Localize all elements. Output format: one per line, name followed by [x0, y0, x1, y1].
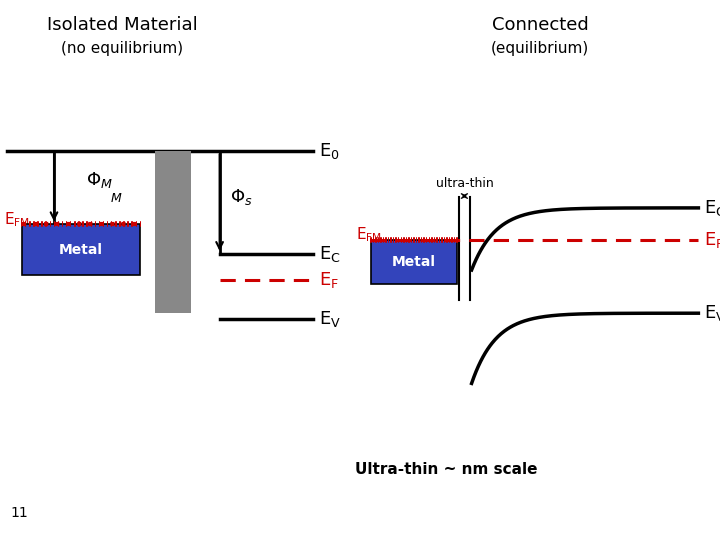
Text: $\mathrm{E_F}$: $\mathrm{E_F}$	[319, 269, 339, 290]
Text: $\Phi_M$: $\Phi_M$	[86, 170, 113, 190]
Text: $\mathrm{E_{FM}}$: $\mathrm{E_{FM}}$	[356, 226, 382, 244]
Text: $\mathrm{E_C}$: $\mathrm{E_C}$	[704, 198, 720, 218]
Bar	[155, 151, 191, 313]
Text: $\Phi_s$: $\Phi_s$	[230, 187, 253, 207]
Text: ultra-thin: ultra-thin	[436, 177, 493, 190]
Text: $\mathrm{E_{FM}}$: $\mathrm{E_{FM}}$	[4, 211, 30, 229]
Text: 11: 11	[11, 506, 29, 520]
Text: $\mathrm{E_V}$: $\mathrm{E_V}$	[319, 308, 341, 329]
Text: Metal: Metal	[59, 243, 103, 256]
Text: Ultra-thin ~ nm scale: Ultra-thin ~ nm scale	[355, 462, 538, 477]
Text: Metal: Metal	[392, 255, 436, 269]
Bar	[371, 240, 457, 284]
Text: $\mathrm{E_F}$: $\mathrm{E_F}$	[704, 230, 720, 251]
Text: $M$: $M$	[110, 192, 123, 205]
Text: (equilibrium): (equilibrium)	[491, 40, 589, 56]
Text: $\mathrm{E_0}$: $\mathrm{E_0}$	[319, 141, 340, 161]
Bar	[22, 224, 140, 275]
Text: Isolated Material: Isolated Material	[47, 16, 198, 34]
Text: $\mathrm{E_C}$: $\mathrm{E_C}$	[319, 244, 341, 264]
Text: (no equilibrium): (no equilibrium)	[61, 40, 184, 56]
Text: $\mathrm{E_V}$: $\mathrm{E_V}$	[704, 303, 720, 323]
Text: Connected: Connected	[492, 16, 588, 34]
